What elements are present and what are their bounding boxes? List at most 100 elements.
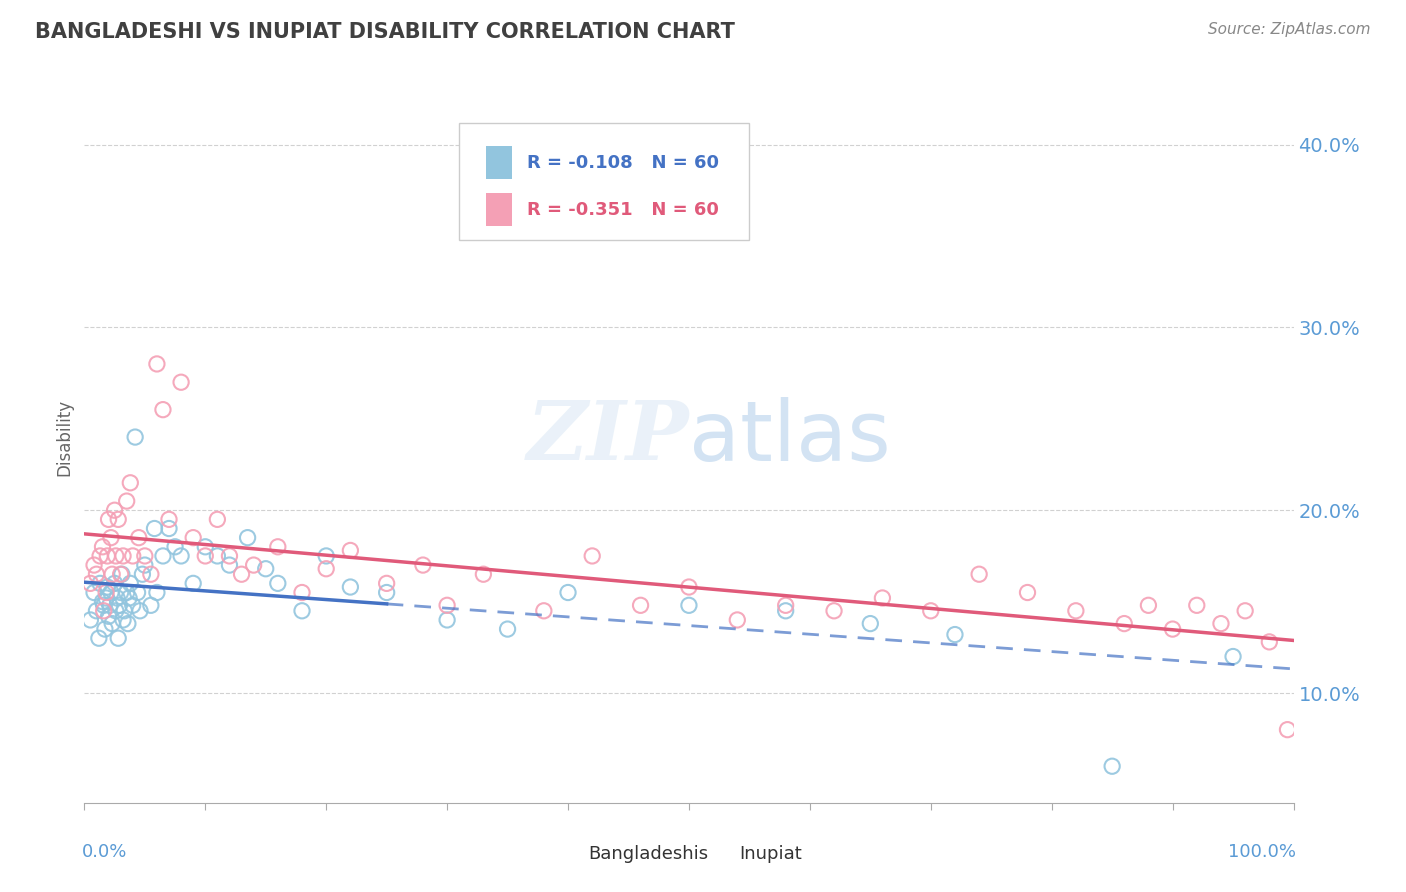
Point: [218, 558, 240, 573]
Point: [725, 613, 748, 627]
Point: [146, 357, 169, 371]
Point: [194, 540, 217, 554]
Point: [134, 558, 156, 573]
Point: [104, 576, 127, 591]
Point: [134, 549, 156, 563]
Point: [89, 576, 111, 591]
Point: [1234, 604, 1257, 618]
Point: [557, 585, 579, 599]
Point: [496, 622, 519, 636]
Point: [181, 531, 204, 545]
Point: [315, 562, 337, 576]
FancyBboxPatch shape: [486, 194, 512, 227]
Point: [943, 627, 966, 641]
Point: [1017, 585, 1039, 599]
Point: [100, 531, 122, 545]
Point: [291, 604, 314, 618]
Point: [207, 549, 229, 563]
Point: [436, 613, 458, 627]
FancyBboxPatch shape: [460, 122, 749, 240]
FancyBboxPatch shape: [709, 841, 730, 867]
Point: [107, 512, 129, 526]
Point: [165, 540, 187, 554]
Point: [315, 549, 337, 563]
Point: [170, 549, 193, 563]
Point: [152, 549, 174, 563]
Point: [775, 599, 797, 613]
Point: [1185, 599, 1208, 613]
Text: Bangladeshis: Bangladeshis: [589, 845, 709, 863]
Point: [120, 475, 142, 490]
Point: [120, 576, 142, 591]
Point: [170, 375, 193, 389]
Point: [267, 540, 290, 554]
Point: [110, 585, 132, 599]
Text: BANGLADESHI VS INUPIAT DISABILITY CORRELATION CHART: BANGLADESHI VS INUPIAT DISABILITY CORREL…: [35, 22, 735, 42]
Point: [83, 585, 105, 599]
Point: [127, 585, 149, 599]
FancyBboxPatch shape: [486, 146, 512, 179]
Point: [121, 549, 143, 563]
Point: [104, 604, 127, 618]
Point: [91, 540, 114, 554]
Point: [107, 632, 129, 646]
Point: [96, 549, 118, 563]
Point: [207, 512, 229, 526]
Point: [91, 594, 114, 608]
Point: [112, 613, 135, 627]
Point: [93, 604, 115, 618]
Point: [1209, 616, 1232, 631]
Point: [139, 567, 162, 582]
Point: [678, 580, 700, 594]
Point: [97, 512, 120, 526]
Point: [115, 585, 138, 599]
Text: ZIP: ZIP: [526, 397, 689, 477]
Point: [101, 567, 124, 582]
Point: [775, 604, 797, 618]
Point: [86, 567, 108, 582]
Point: [117, 616, 139, 631]
Point: [630, 599, 652, 613]
Point: [79, 576, 101, 591]
Point: [111, 567, 134, 582]
Point: [872, 591, 894, 605]
Point: [124, 430, 146, 444]
Y-axis label: Disability: Disability: [55, 399, 73, 475]
Point: [436, 599, 458, 613]
Text: Source: ZipAtlas.com: Source: ZipAtlas.com: [1208, 22, 1371, 37]
Point: [472, 567, 495, 582]
Point: [129, 604, 152, 618]
Point: [86, 604, 108, 618]
Point: [94, 622, 117, 636]
Point: [118, 591, 141, 605]
FancyBboxPatch shape: [557, 841, 579, 867]
Text: atlas: atlas: [689, 397, 890, 477]
Point: [131, 567, 153, 582]
Point: [157, 521, 180, 535]
Point: [110, 567, 132, 582]
Point: [1101, 759, 1123, 773]
Point: [291, 585, 314, 599]
Text: 0.0%: 0.0%: [82, 843, 128, 861]
Point: [1258, 635, 1281, 649]
Point: [79, 613, 101, 627]
Text: Inupiat: Inupiat: [740, 845, 803, 863]
Point: [1277, 723, 1299, 737]
Point: [104, 503, 127, 517]
Point: [375, 576, 398, 591]
Point: [115, 494, 138, 508]
Point: [83, 558, 105, 573]
Point: [194, 549, 217, 563]
Point: [242, 558, 264, 573]
Point: [143, 521, 166, 535]
Point: [139, 599, 162, 613]
Point: [100, 585, 122, 599]
Point: [128, 531, 150, 545]
Point: [93, 599, 115, 613]
Point: [105, 591, 128, 605]
Point: [97, 609, 120, 624]
Point: [89, 549, 111, 563]
Point: [96, 580, 118, 594]
Point: [152, 402, 174, 417]
Point: [108, 599, 131, 613]
